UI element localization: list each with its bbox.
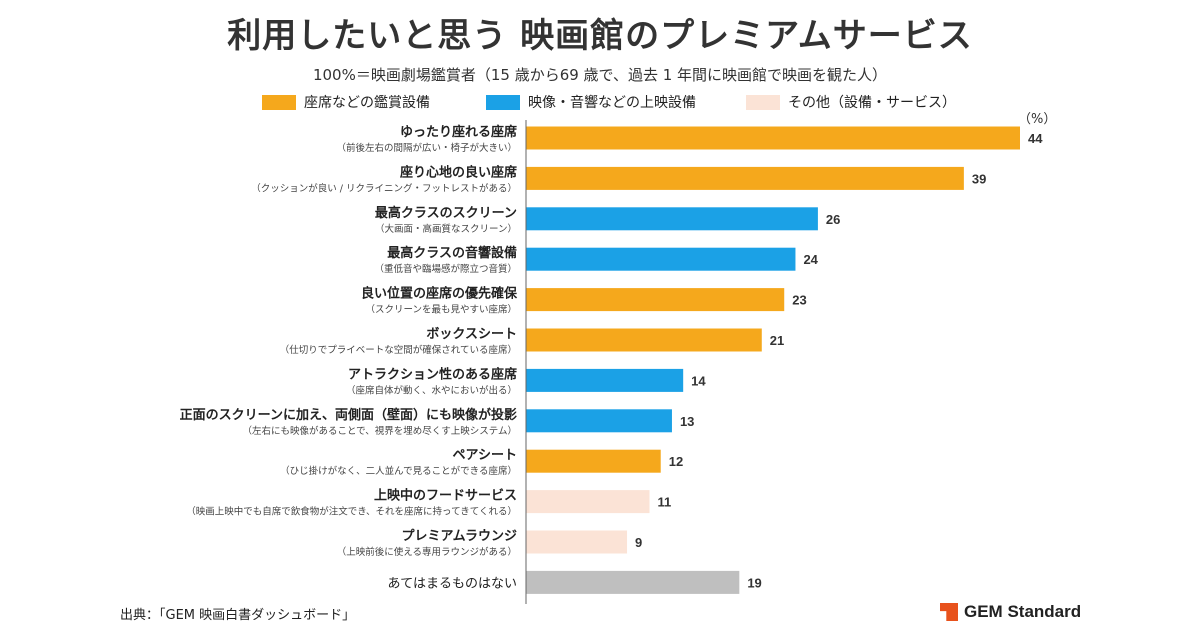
legend-item-projection: 映像・音響などの上映設備	[486, 92, 696, 112]
legend-label-other: その他（設備・サービス）	[788, 95, 956, 111]
category-label: アトラクション性のある座席	[348, 366, 517, 382]
bar	[526, 490, 650, 514]
category-sublabel: （前後左右の間隔が広い・椅子が大きい）	[336, 142, 517, 154]
value-label: 23	[792, 293, 806, 308]
category-sublabel: （クッションが良い / リクライニング・フットレストがある）	[251, 182, 517, 194]
category-label: 最高クラスの音響設備	[387, 245, 517, 261]
bar	[526, 328, 762, 352]
value-label: 39	[972, 171, 986, 186]
category-sublabel: （ひじ掛けがなく、二人並んで見ることができる座席）	[280, 465, 517, 477]
category-sublabel: （大画面・高画質なスクリーン）	[375, 223, 517, 235]
chart-subtitle: 100%＝映画劇場鑑賞者（15 歳から69 歳で、過去 1 年間に映画館で映画を…	[312, 66, 888, 84]
category-label: 正面のスクリーンに加え、両側面（壁面）にも映像が投影	[180, 407, 517, 423]
bar	[526, 126, 1020, 150]
legend-swatch-projection	[486, 94, 520, 110]
category-sublabel: （座席自体が動く、水やにおいが出る）	[346, 384, 517, 396]
value-label: 21	[770, 333, 784, 348]
category-sublabel: （重低音や臨場感が際立つ音質）	[374, 263, 517, 275]
value-label: 11	[658, 495, 672, 510]
value-label: 44	[1028, 131, 1043, 146]
value-label: 24	[803, 252, 818, 267]
category-sublabel: （映画上映中でも自席で飲食物が注文でき、それを座席に持ってきてくれる）	[186, 506, 517, 518]
category-label: ボックスシート	[426, 326, 517, 342]
unit-label: （%）	[1018, 112, 1057, 127]
category-label: 上映中のフードサービス	[374, 488, 517, 504]
category-label: ゆったり座れる座席	[400, 124, 517, 140]
category-sublabel: （上映前後に使える専用ラウンジがある）	[337, 546, 517, 558]
bar	[526, 409, 672, 433]
value-label: 19	[747, 575, 761, 590]
category-label: プレミアムラウンジ	[402, 529, 517, 544]
value-label: 26	[826, 212, 840, 227]
value-label: 9	[635, 535, 642, 550]
legend-label-seating: 座席などの鑑賞設備	[304, 95, 430, 111]
brand-logo: GEM Standard	[940, 602, 1081, 622]
bar	[526, 207, 818, 231]
legend-item-other: その他（設備・サービス）	[746, 92, 956, 112]
gem-logo-icon	[940, 603, 958, 621]
legend-swatch-seating	[262, 94, 296, 110]
legend-item-seating: 座席などの鑑賞設備	[262, 92, 430, 112]
bar	[526, 530, 628, 554]
bar	[526, 449, 661, 473]
category-label: あてはまるものはない	[388, 576, 517, 591]
value-label: 14	[691, 373, 706, 388]
source-note: 出典：「GEM 映画白書ダッシュボード」	[120, 608, 356, 623]
legend-swatch-other	[746, 94, 780, 110]
category-sublabel: （仕切りでプライベートな空間が確保されている座席）	[280, 344, 517, 356]
value-label: 12	[669, 454, 683, 469]
category-label: ペアシート	[453, 448, 517, 463]
category-label: 良い位置の座席の優先確保	[361, 286, 518, 302]
category-sublabel: （スクリーンを最も見やすい座席）	[365, 304, 517, 316]
bar	[526, 368, 684, 392]
bar	[526, 166, 964, 190]
bar	[526, 288, 785, 312]
bar	[526, 570, 740, 594]
category-label: 座り心地の良い座席	[399, 164, 517, 180]
bar	[526, 247, 796, 271]
value-label: 13	[680, 414, 694, 429]
category-label: 最高クラスのスクリーン	[375, 205, 517, 221]
chart-title: 利用したいと思う 映画館のプレミアムサービス	[227, 16, 973, 56]
legend-label-projection: 映像・音響などの上映設備	[528, 95, 696, 111]
category-sublabel: （左右にも映像があることで、視界を埋め尽くす上映システム）	[242, 425, 517, 437]
logo-text: GEM Standard	[964, 602, 1082, 621]
